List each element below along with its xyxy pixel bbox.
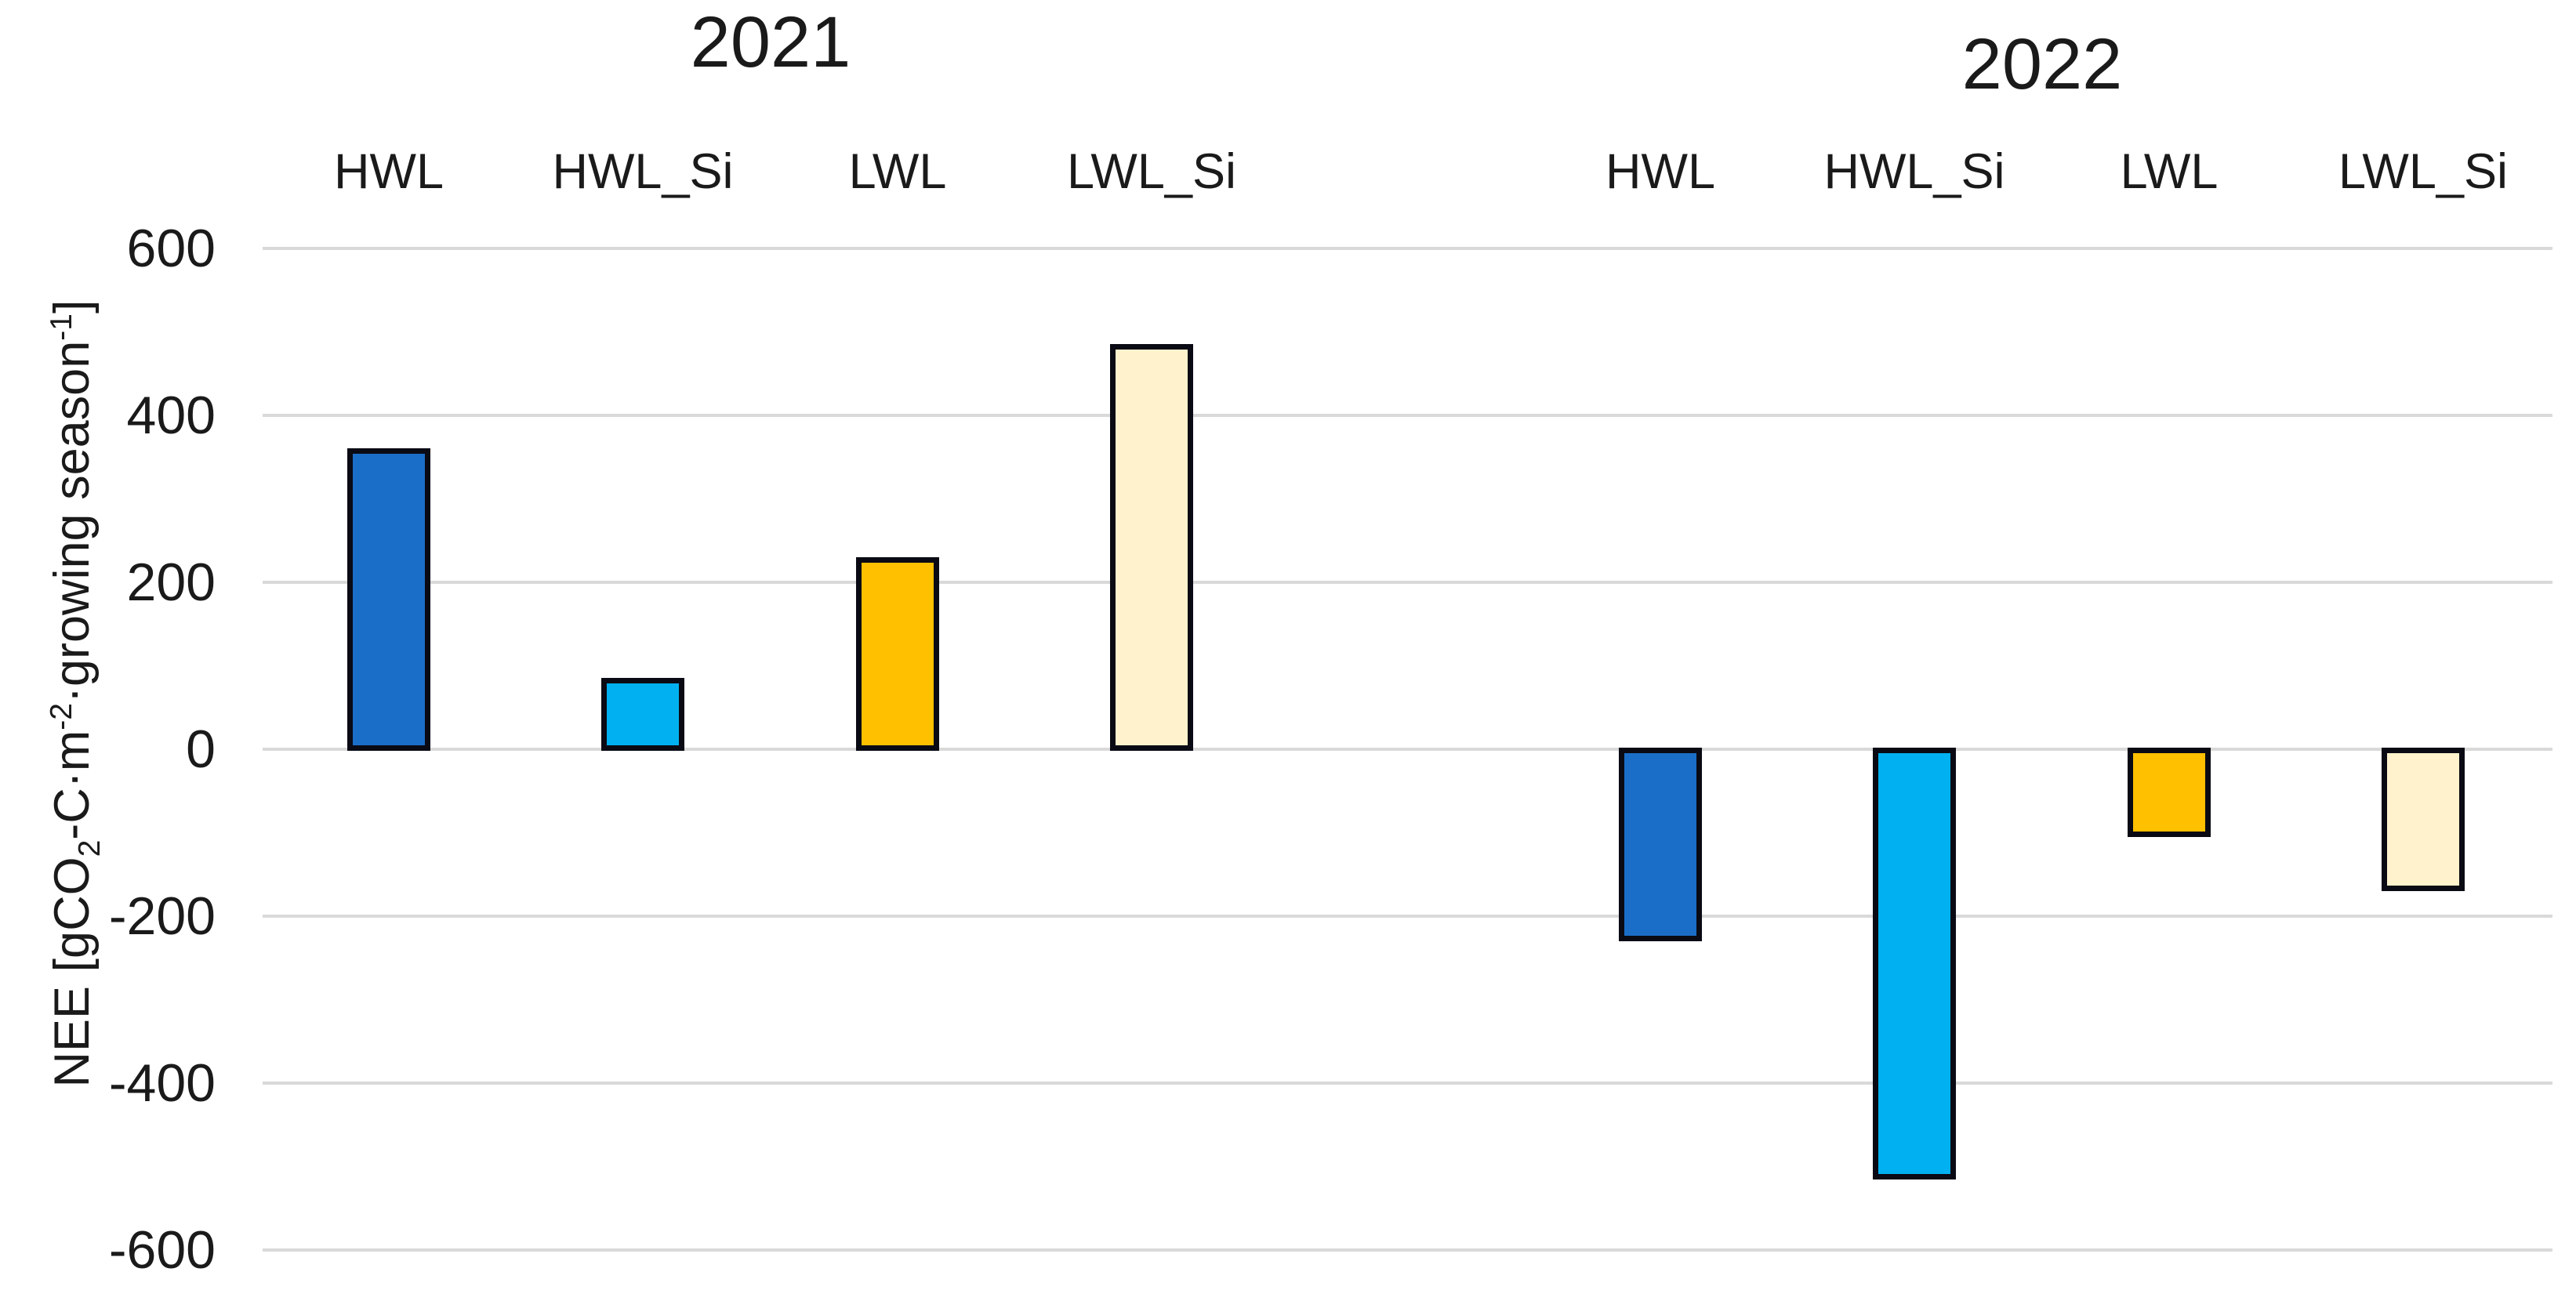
bar-lwl-2021 bbox=[856, 557, 939, 751]
category-label-hwl_si-2021: HWL_Si bbox=[552, 144, 734, 199]
bar-hwl_si-2022 bbox=[1873, 748, 1956, 1179]
bar-hwl-2022 bbox=[1619, 748, 1702, 941]
gridline-y--400 bbox=[263, 1082, 2552, 1085]
gridline-y-400 bbox=[263, 413, 2552, 417]
y-tick-label-400: 400 bbox=[126, 385, 216, 445]
gridline-y-600 bbox=[263, 246, 2552, 250]
gridline-y--200 bbox=[263, 915, 2552, 919]
category-label-hwl_si-2022: HWL_Si bbox=[1823, 144, 2005, 199]
y-tick-label-600: 600 bbox=[126, 218, 216, 278]
bar-hwl-2021 bbox=[347, 448, 430, 751]
y-tick-label--600: -600 bbox=[108, 1220, 216, 1281]
y-axis-title-sub: 2 bbox=[72, 839, 107, 857]
group-title-2022: 2022 bbox=[1961, 24, 2123, 104]
y-axis-title-sup: -1 bbox=[45, 313, 79, 341]
y-tick-label--400: -400 bbox=[108, 1053, 216, 1114]
category-label-hwl-2022: HWL bbox=[1605, 144, 1715, 199]
y-tick-label--200: -200 bbox=[108, 886, 216, 947]
bar-lwl_si-2021 bbox=[1110, 344, 1193, 751]
y-axis-title-text: ] bbox=[45, 299, 100, 314]
category-label-lwl_si-2021: LWL_Si bbox=[1067, 144, 1236, 199]
bar-lwl_si-2022 bbox=[2382, 748, 2465, 891]
category-label-lwl-2021: LWL bbox=[848, 144, 947, 199]
group-title-2021: 2021 bbox=[690, 2, 851, 82]
gridline-y-200 bbox=[263, 580, 2552, 584]
gridline-y--600 bbox=[263, 1248, 2552, 1252]
category-label-hwl-2021: HWL bbox=[334, 144, 444, 199]
category-label-lwl-2022: LWL bbox=[2120, 144, 2219, 199]
gridline-y-0 bbox=[263, 748, 2552, 751]
y-tick-label-200: 200 bbox=[126, 552, 216, 612]
bar-lwl-2022 bbox=[2128, 748, 2211, 837]
category-label-lwl_si-2022: LWL_Si bbox=[2338, 144, 2508, 199]
bar-hwl_si-2021 bbox=[601, 678, 684, 751]
y-tick-label-0: 0 bbox=[186, 719, 216, 779]
